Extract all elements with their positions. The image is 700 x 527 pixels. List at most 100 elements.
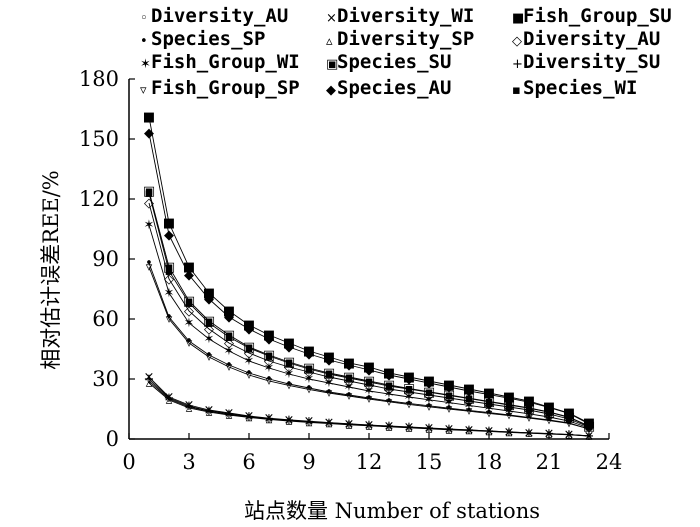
data-point: ■ [463, 382, 475, 397]
data-point: + [504, 425, 515, 440]
data-point: ▣ [143, 184, 155, 199]
data-point: ◇ [364, 378, 374, 393]
data-point: ◆ [524, 395, 534, 410]
legend-marker: ◆ [326, 83, 336, 98]
data-point: ■ [363, 360, 375, 375]
data-point: ■ [423, 374, 435, 389]
legend: ◦ Diversity_AU × Diversity_WI ■Fish_Group_SU… [140, 5, 672, 99]
data-point: ▵ [346, 418, 353, 433]
data-point: + [444, 422, 455, 437]
legend-label: Diversity_SP [337, 28, 474, 50]
data-point: ◆ [224, 310, 234, 325]
axes: 0 3 6 9 12 15 18 21 24 0 30 60 90 120 150 180 [79, 67, 622, 474]
data-point: ◇ [404, 385, 414, 400]
data-point: + [364, 418, 375, 433]
data-point: • [165, 310, 173, 325]
data-point: ■ [383, 366, 395, 381]
data-point: ▪ [525, 401, 534, 416]
data-point: ▪ [285, 356, 294, 371]
data-point: ■ [243, 318, 255, 333]
data-point: ▿ [266, 374, 273, 389]
data-point: ▿ [166, 312, 173, 327]
legend-marker: ▣ [326, 57, 338, 72]
data-point: ■ [183, 260, 195, 275]
legend-label: Species_SP [151, 28, 265, 50]
data-point: • [185, 334, 193, 349]
legend-marker: + [512, 57, 523, 72]
data-point: ▿ [146, 260, 153, 275]
y-tick-label: 60 [92, 307, 119, 331]
data-point: • [345, 388, 353, 403]
y-tick-label: 90 [92, 247, 119, 271]
data-point: ▿ [386, 395, 393, 410]
x-tick-label: 12 [356, 450, 383, 474]
data-point: ▿ [366, 392, 373, 407]
data-point: ▿ [566, 416, 573, 431]
data-point: ✶ [344, 380, 355, 395]
legend-label: Species_AU [337, 77, 451, 99]
data-point: ▿ [406, 397, 413, 412]
x-tick-label: 21 [536, 450, 563, 474]
data-point: ◇ [224, 336, 234, 351]
data-point: • [205, 348, 213, 363]
data-point: ▿ [186, 336, 193, 351]
data-point: ▵ [246, 410, 253, 425]
x-tick-label: 0 [122, 450, 135, 474]
data-point: ◇ [584, 420, 594, 435]
data-point: ◇ [344, 374, 354, 389]
data-point: ◇ [184, 304, 194, 319]
data-point: ▵ [266, 412, 273, 427]
data-point: ✶ [584, 421, 595, 436]
data-point: ▣ [323, 366, 335, 381]
data-point: ▪ [485, 395, 494, 410]
legend-label: Diversity_AU [523, 28, 660, 50]
data-point: ◆ [244, 322, 254, 337]
data-point: ◦ [145, 374, 153, 389]
data-point: ▣ [363, 374, 375, 389]
data-point: ◇ [564, 412, 574, 427]
data-point: ▿ [586, 422, 593, 437]
data-point: • [265, 372, 273, 387]
data-point: ▿ [486, 406, 493, 421]
data-point: ▿ [526, 411, 533, 426]
data-point: ✶ [544, 410, 555, 425]
data-point: ▿ [206, 350, 213, 365]
data-point: ◆ [264, 332, 274, 347]
data-point: × [224, 406, 235, 421]
data-point: ▿ [306, 382, 313, 397]
data-point: ▵ [506, 425, 513, 440]
data-point: ▵ [526, 426, 533, 441]
data-point: ▿ [286, 378, 293, 393]
data-point: ◇ [324, 370, 334, 385]
data-point: • [365, 391, 373, 406]
series-line-6 [148, 202, 590, 428]
data-point: ▪ [545, 405, 554, 420]
data-point: ✶ [204, 332, 215, 347]
legend-label: Diversity_AU [151, 5, 288, 27]
data-point: + [404, 420, 415, 435]
data-point: ◇ [384, 382, 394, 397]
data-point: ✶ [384, 387, 395, 402]
data-point: ▵ [386, 420, 393, 435]
data-point: ▵ [486, 424, 493, 439]
series-line-12 [148, 192, 590, 427]
data-point: + [424, 421, 435, 436]
data-point: ✶ [324, 376, 335, 391]
data-point: ▿ [446, 402, 453, 417]
x-tick-label: 6 [242, 450, 255, 474]
data-point: ◇ [144, 196, 154, 211]
y-tick-label: 150 [79, 127, 119, 151]
data-point: ✶ [164, 286, 175, 301]
data-point: ◆ [424, 376, 434, 391]
data-point: ▣ [343, 370, 355, 385]
data-point: ▵ [406, 421, 413, 436]
data-point: ▵ [286, 414, 293, 429]
data-point: × [144, 370, 155, 385]
data-point: • [285, 377, 293, 392]
data-point: • [425, 399, 433, 414]
data-point: + [184, 399, 195, 414]
data-point: ◦ [225, 407, 233, 422]
data-point: ▪ [345, 371, 354, 386]
data-point: + [344, 417, 355, 432]
data-point: ✶ [424, 393, 435, 408]
